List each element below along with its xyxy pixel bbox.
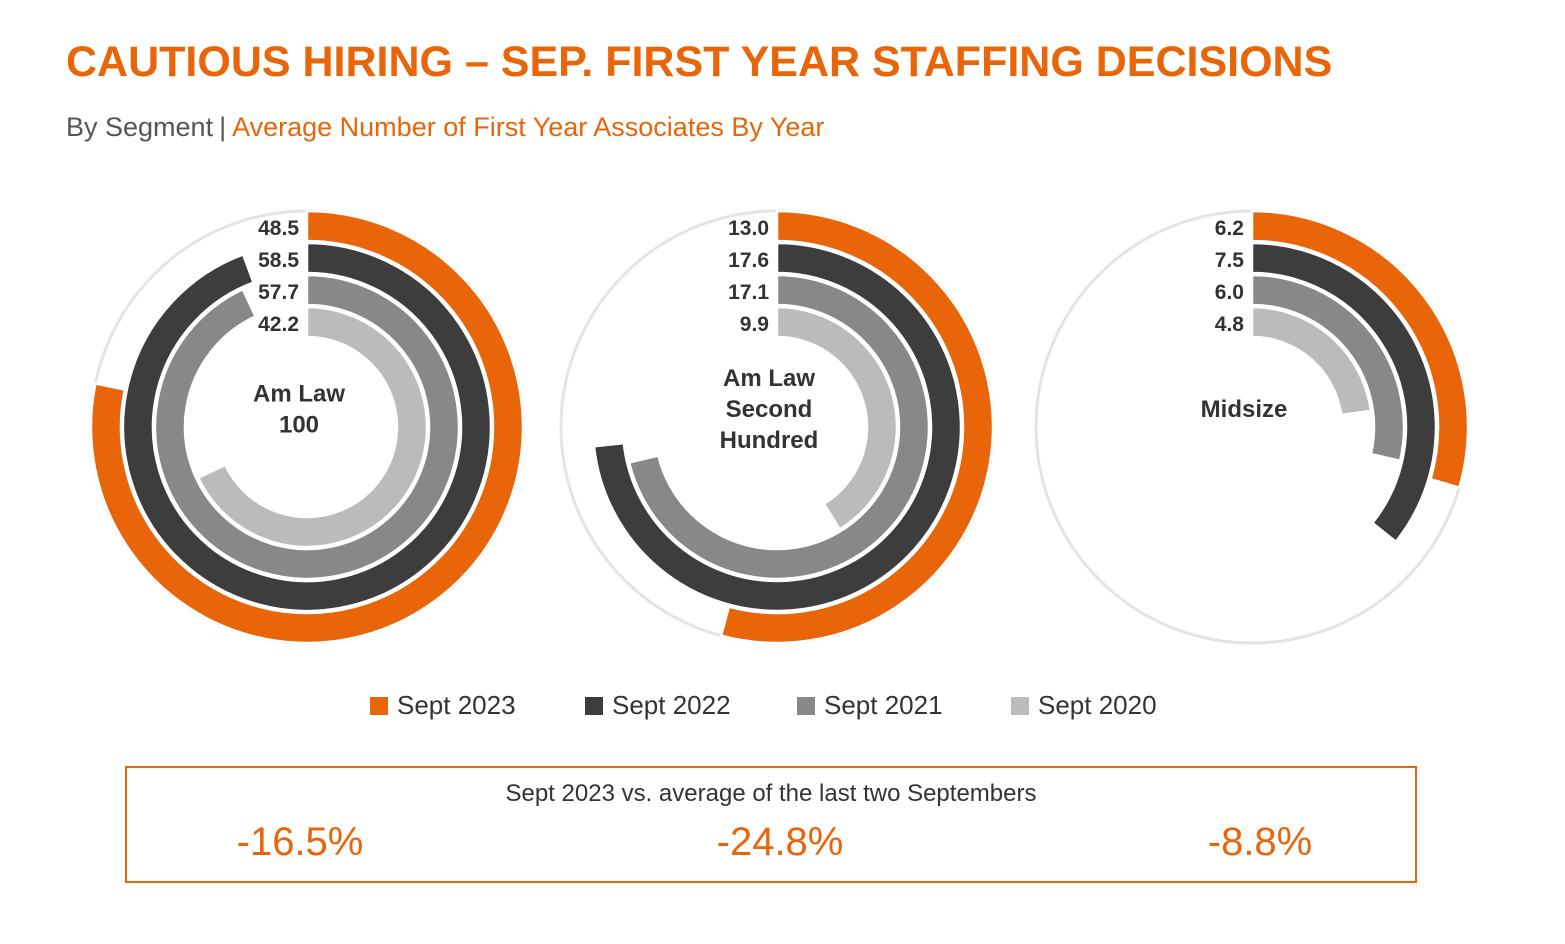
page-subtitle: By Segment | Average Number of First Year … bbox=[66, 112, 824, 143]
arc-sept-2020 bbox=[196, 305, 429, 549]
legend-label-sept-2022: Sept 2022 bbox=[612, 690, 731, 720]
value-label-sept-2020: 42.2 bbox=[258, 313, 299, 336]
arc-sept-2022 bbox=[1250, 241, 1438, 544]
arc-sept-2023 bbox=[89, 209, 525, 645]
segment-label: 100 bbox=[279, 412, 319, 439]
value-label-sept-2023: 13.0 bbox=[728, 217, 769, 240]
segment-label: Am Law bbox=[253, 381, 345, 408]
value-label-sept-2020: 9.9 bbox=[740, 313, 769, 336]
arc-sept-2021 bbox=[627, 273, 931, 581]
value-label-sept-2021: 17.1 bbox=[728, 281, 769, 304]
value-label-sept-2022: 7.5 bbox=[1215, 249, 1245, 272]
arc-sept-2022 bbox=[592, 241, 963, 613]
chart-legend: Sept 2023 Sept 2022 Sept 2021 Sept 2020 bbox=[0, 690, 1565, 724]
value-label-sept-2020: 4.8 bbox=[1215, 313, 1245, 336]
page-title: CAUTIOUS HIRING – SEP. FIRST YEAR STAFFI… bbox=[66, 38, 1333, 86]
value-label-sept-2022: 17.6 bbox=[728, 249, 769, 272]
legend-item-sept-2023: Sept 2023 bbox=[370, 690, 516, 721]
radial-chart-am-law-second-hundred: 13.0 17.6 17.1 9.9 Am Law Second Hundred bbox=[559, 209, 995, 645]
legend-item-sept-2021: Sept 2021 bbox=[797, 690, 943, 721]
legend-label-sept-2023: Sept 2023 bbox=[397, 690, 516, 720]
radial-chart-midsize: 6.2 7.5 6.0 4.8 Midsize bbox=[1034, 209, 1470, 645]
legend-item-sept-2020: Sept 2020 bbox=[1011, 690, 1157, 721]
summary-value-am-law-second-hundred: -24.8% bbox=[716, 820, 844, 864]
summary-value-am-law-100: -16.5% bbox=[236, 820, 364, 864]
legend-swatch-sept-2023 bbox=[370, 696, 388, 715]
subtitle-segment: By Segment bbox=[66, 112, 214, 142]
legend-label-sept-2020: Sept 2020 bbox=[1038, 690, 1157, 720]
arc-sept-2020 bbox=[1250, 305, 1373, 417]
arc-sept-2022 bbox=[121, 241, 493, 613]
radial-chart-am-law-100: 48.5 58.5 57.7 42.2 Am Law 100 bbox=[89, 209, 525, 645]
legend-swatch-sept-2022 bbox=[585, 696, 603, 715]
arc-sept-2020 bbox=[775, 305, 899, 532]
value-label-sept-2021: 6.0 bbox=[1215, 281, 1244, 304]
summary-box: Sept 2023 vs. average of the last two Se… bbox=[125, 766, 1417, 883]
subtitle-metric: Average Number of First Year Associates … bbox=[232, 112, 825, 142]
summary-value-midsize: -8.8% bbox=[1207, 820, 1313, 864]
arc-sept-2021 bbox=[1250, 273, 1406, 463]
value-label-sept-2021: 57.7 bbox=[258, 281, 299, 304]
subtitle-separator: | bbox=[219, 112, 227, 142]
value-label-sept-2022: 58.5 bbox=[258, 249, 299, 272]
legend-label-sept-2021: Sept 2021 bbox=[824, 690, 943, 720]
legend-swatch-sept-2020 bbox=[1011, 696, 1029, 715]
arc-sept-2023 bbox=[1250, 209, 1470, 490]
arc-sept-2021 bbox=[153, 273, 461, 581]
value-label-sept-2023: 48.5 bbox=[258, 217, 299, 240]
segment-label: Second bbox=[726, 396, 813, 423]
value-label-sept-2023: 6.2 bbox=[1215, 217, 1244, 240]
arc-sept-2023 bbox=[719, 209, 995, 645]
segment-label: Midsize bbox=[1201, 396, 1288, 423]
legend-swatch-sept-2021 bbox=[797, 696, 815, 715]
legend-item-sept-2022: Sept 2022 bbox=[585, 690, 731, 721]
summary-label: Sept 2023 vs. average of the last two Se… bbox=[505, 780, 1037, 807]
segment-label: Am Law bbox=[723, 365, 815, 392]
segment-label: Hundred bbox=[720, 427, 819, 454]
